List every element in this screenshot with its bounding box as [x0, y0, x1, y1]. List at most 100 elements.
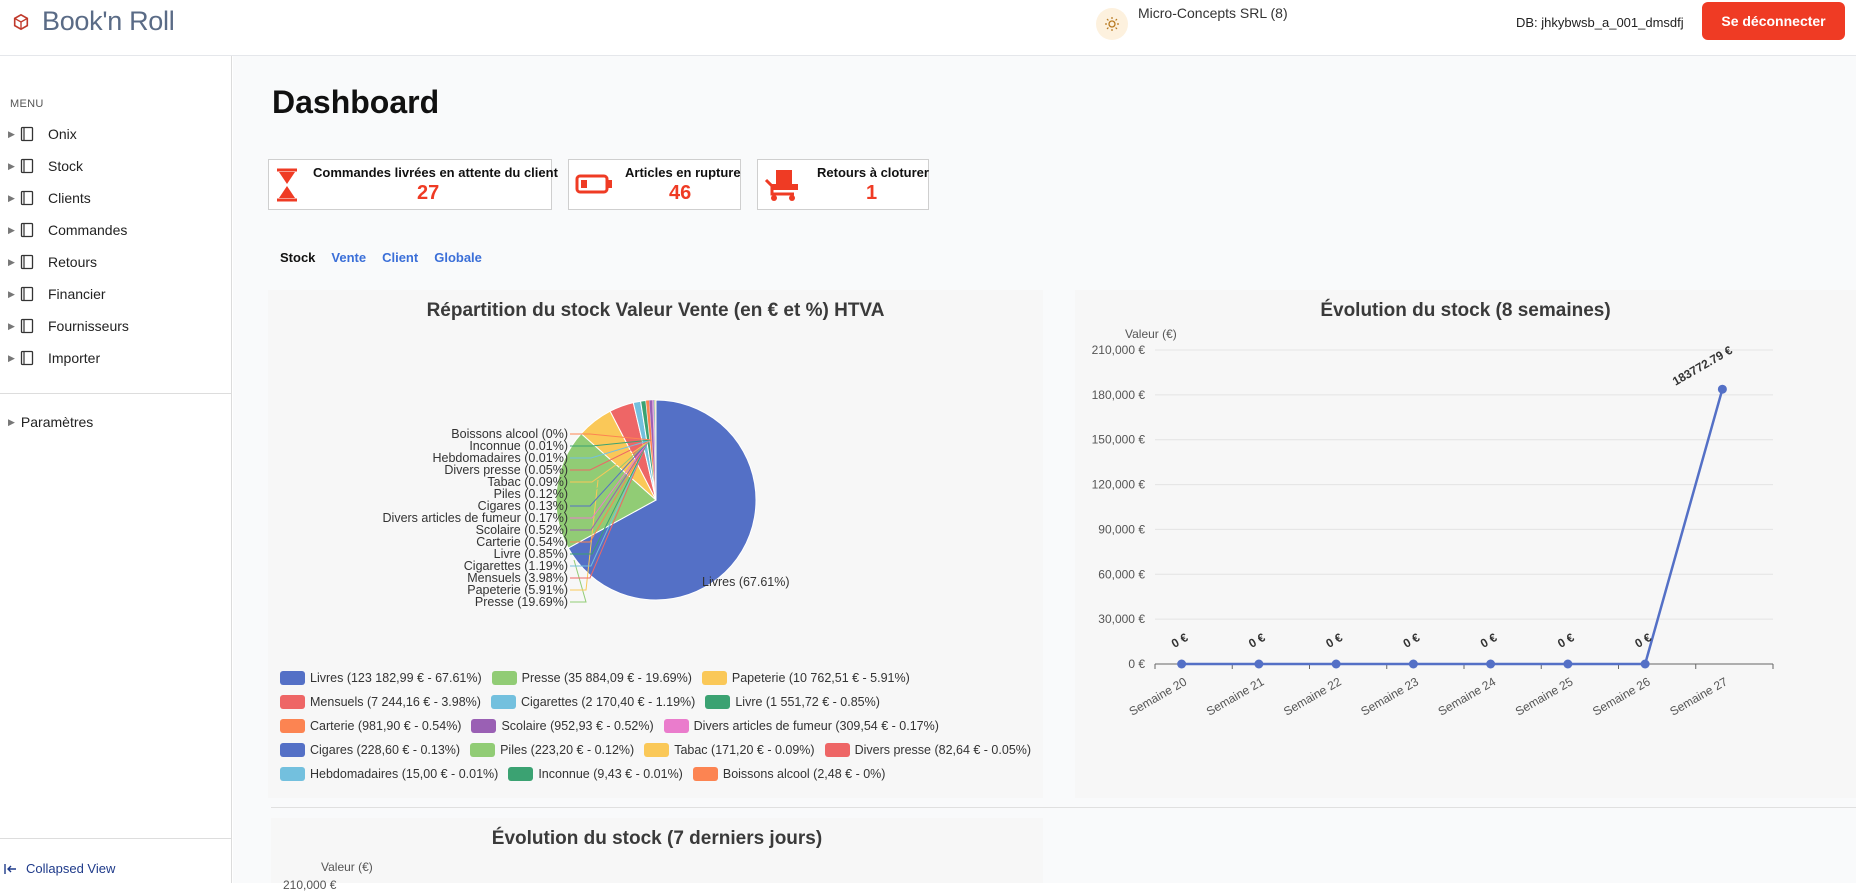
- legend-label: Cigares (228,60 € - 0.13%): [310, 743, 460, 757]
- x-tick-label: Semaine 24: [1436, 674, 1499, 718]
- data-label: 0 €: [1478, 630, 1500, 651]
- data-point[interactable]: [1177, 660, 1186, 669]
- main-content: Dashboard Commandes livrées en attente d…: [233, 56, 1856, 883]
- dashboard-tabs: Stock Vente Client Globale: [280, 250, 482, 265]
- legend-swatch: [664, 719, 689, 733]
- y-tick-label: 210,000 €: [1092, 343, 1146, 357]
- legend-item[interactable]: Cigares (228,60 € - 0.13%): [280, 743, 460, 757]
- collapse-sidebar-button[interactable]: Collapsed View: [4, 861, 115, 876]
- legend-swatch: [280, 719, 305, 733]
- caret-right-icon: ▶: [8, 193, 16, 204]
- kpi-card-pending-orders[interactable]: Commandes livrées en attente du client 2…: [268, 159, 552, 210]
- sidebar-item-parametres[interactable]: ▶ Paramètres: [0, 414, 93, 430]
- kpi-card-returns[interactable]: Retours à cloturer 1: [757, 159, 929, 210]
- legend-item[interactable]: Boissons alcool (2,48 € - 0%): [693, 767, 886, 781]
- brand[interactable]: Book'n Roll: [12, 6, 174, 37]
- company-name: Micro-Concepts SRL (8): [1138, 5, 1288, 21]
- tab-stock[interactable]: Stock: [280, 250, 315, 265]
- data-point[interactable]: [1563, 660, 1572, 669]
- pie-slice-label: Livre (0.85%): [494, 547, 568, 561]
- database-name: DB: jhkybwsb_a_001_dmsdfj: [1516, 15, 1684, 30]
- theme-toggle-button[interactable]: [1096, 8, 1128, 40]
- legend-item[interactable]: Papeterie (10 762,51 € - 5.91%): [702, 671, 910, 685]
- sidebar-item-fournisseurs[interactable]: ▶ Fournisseurs: [0, 312, 231, 340]
- y-tick-label: 60,000 €: [1098, 567, 1145, 581]
- pie-slice-label: Tabac (0.09%): [487, 475, 568, 489]
- legend-item[interactable]: Divers articles de fumeur (309,54 € - 0.…: [664, 719, 939, 733]
- book-icon: [20, 254, 34, 270]
- legend-item[interactable]: Scolaire (952,93 € - 0.52%): [471, 719, 653, 733]
- book-icon: [20, 286, 34, 302]
- data-point[interactable]: [1641, 660, 1650, 669]
- legend-item[interactable]: Tabac (171,20 € - 0.09%): [644, 743, 814, 757]
- sidebar-item-label: Commandes: [48, 222, 127, 238]
- legend-swatch: [491, 695, 516, 709]
- legend-item[interactable]: Livre (1 551,72 € - 0.85%): [705, 695, 880, 709]
- sidebar-item-clients[interactable]: ▶Clients: [0, 184, 231, 212]
- legend-item[interactable]: Presse (35 884,09 € - 19.69%): [492, 671, 692, 685]
- legend-item[interactable]: Cigarettes (2 170,40 € - 1.19%): [491, 695, 695, 709]
- legend-row: Cigares (228,60 € - 0.13%) Piles (223,20 …: [280, 741, 1040, 758]
- legend-item[interactable]: Hebdomadaires (15,00 € - 0.01%): [280, 767, 498, 781]
- sidebar-item-onix[interactable]: ▶Onix: [0, 120, 231, 148]
- legend-swatch: [702, 671, 727, 685]
- pie-slice-label: Scolaire (0.52%): [476, 523, 568, 537]
- data-point[interactable]: [1254, 660, 1263, 669]
- sidebar-item-commandes[interactable]: ▶ Commandes: [0, 216, 231, 244]
- book-icon: [20, 318, 34, 334]
- data-point[interactable]: [1332, 660, 1341, 669]
- legend-label: Cigarettes (2 170,40 € - 1.19%): [521, 695, 695, 709]
- legend-item[interactable]: Livres (123 182,99 € - 67.61%): [280, 671, 482, 685]
- legend-row: Livres (123 182,99 € - 67.61%) Presse (35…: [280, 669, 1040, 686]
- chart-title: Évolution du stock (8 semaines): [1075, 300, 1856, 322]
- series-line: [1182, 389, 1723, 664]
- legend-item[interactable]: Mensuels (7 244,16 € - 3.98%): [280, 695, 481, 709]
- legend-item[interactable]: Inconnue (9,43 € - 0.01%): [508, 767, 683, 781]
- logout-button[interactable]: Se déconnecter: [1702, 2, 1845, 40]
- pie-slice-label: Mensuels (3.98%): [467, 571, 568, 585]
- pie-chart: Livres (67.61%)Presse (19.69%)Papeterie …: [268, 330, 1043, 610]
- legend-swatch: [508, 767, 533, 781]
- book-icon: [20, 158, 34, 174]
- data-point[interactable]: [1409, 660, 1418, 669]
- data-point[interactable]: [1486, 660, 1495, 669]
- kpi-card-out-of-stock[interactable]: Articles en rupture 46: [568, 159, 741, 210]
- caret-right-icon: ▶: [8, 225, 16, 236]
- sidebar-item-retours[interactable]: ▶Retours: [0, 248, 231, 276]
- data-label: 0 €: [1169, 630, 1191, 651]
- legend-row: Carterie (981,90 € - 0.54%) Scolaire (952…: [280, 717, 1040, 734]
- caret-right-icon: ▶: [8, 321, 16, 332]
- legend-label: Inconnue (9,43 € - 0.01%): [538, 767, 683, 781]
- kpi-title: Articles en rupture: [625, 165, 741, 180]
- legend-swatch: [280, 743, 305, 757]
- legend-item[interactable]: Piles (223,20 € - 0.12%): [470, 743, 634, 757]
- pie-slice-label: Cigares (0.13%): [478, 499, 568, 513]
- legend-swatch: [492, 671, 517, 685]
- pie-slice-label: Livres (67.61%): [702, 575, 790, 589]
- legend-swatch: [644, 743, 669, 757]
- tab-globale[interactable]: Globale: [434, 250, 482, 265]
- legend-label: Presse (35 884,09 € - 19.69%): [522, 671, 692, 685]
- menu-label: MENU: [10, 98, 44, 110]
- sidebar-item-stock[interactable]: ▶Stock: [0, 152, 231, 180]
- legend-label: Divers presse (82,64 € - 0.05%): [855, 743, 1031, 757]
- legend-row: Hebdomadaires (15,00 € - 0.01%) Inconnue …: [280, 765, 1040, 782]
- legend-label: Papeterie (10 762,51 € - 5.91%): [732, 671, 910, 685]
- sidebar-item-financier[interactable]: ▶Financier: [0, 280, 231, 308]
- y-axis-label: Valeur (€): [1125, 328, 1177, 341]
- tab-vente[interactable]: Vente: [331, 250, 366, 265]
- legend-item[interactable]: Carterie (981,90 € - 0.54%): [280, 719, 461, 733]
- x-tick-label: Semaine 20: [1127, 674, 1190, 718]
- legend-label: Livres (123 182,99 € - 67.61%): [310, 671, 482, 685]
- tab-client[interactable]: Client: [382, 250, 418, 265]
- data-point[interactable]: [1718, 385, 1727, 394]
- sidebar-item-label: Fournisseurs: [48, 318, 129, 334]
- caret-right-icon: ▶: [8, 257, 16, 268]
- legend-label: Divers articles de fumeur (309,54 € - 0.…: [694, 719, 939, 733]
- pie-slice-label: Hebdomadaires (0.01%): [433, 451, 569, 465]
- top-header: Book'n Roll Micro-Concepts SRL (8) DB: j…: [0, 0, 1856, 56]
- legend-item[interactable]: Divers presse (82,64 € - 0.05%): [825, 743, 1031, 757]
- y-tick-label: 180,000 €: [1092, 388, 1146, 402]
- kpi-title: Retours à cloturer: [817, 165, 929, 180]
- sidebar-item-importer[interactable]: ▶Importer: [0, 344, 231, 372]
